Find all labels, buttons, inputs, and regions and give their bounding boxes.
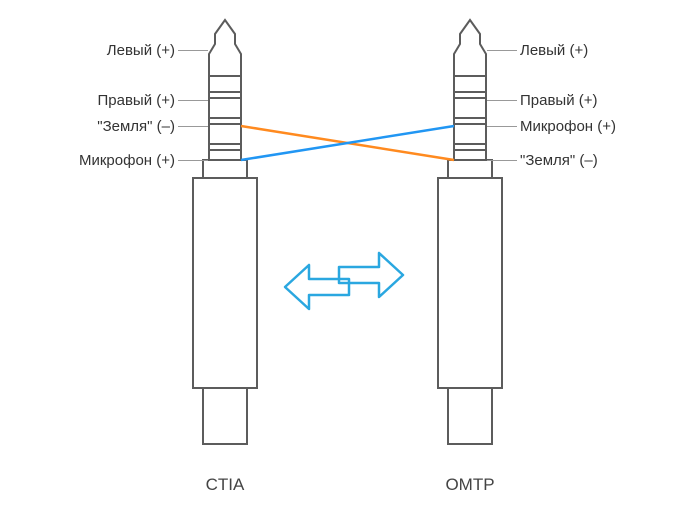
leader (487, 50, 517, 51)
label-omtp-sleeve: "Земля" (–) (520, 152, 598, 169)
label-ctia-sleeve: Микрофон (+) (60, 152, 175, 169)
leader (178, 100, 208, 101)
label-ctia-ring2: "Земля" (–) (60, 118, 175, 135)
bidirectional-arrow-icon (279, 245, 409, 315)
jack-ctia (185, 18, 265, 448)
jack-omtp (430, 18, 510, 448)
wire-mic-to-ring (241, 126, 454, 160)
label-omtp-tip: Левый (+) (520, 42, 588, 59)
leader (487, 126, 517, 127)
leader (178, 160, 208, 161)
label-omtp-ring1: Правый (+) (520, 92, 598, 109)
caption-ctia: CTIA (185, 475, 265, 495)
label-ctia-tip: Левый (+) (60, 42, 175, 59)
leader (178, 50, 208, 51)
caption-omtp: OMTP (430, 475, 510, 495)
leader (487, 100, 517, 101)
label-omtp-ring2: Микрофон (+) (520, 118, 616, 135)
wire-ground-to-sleeve (241, 126, 454, 160)
label-ctia-ring1: Правый (+) (60, 92, 175, 109)
leader (487, 160, 517, 161)
leader (178, 126, 208, 127)
